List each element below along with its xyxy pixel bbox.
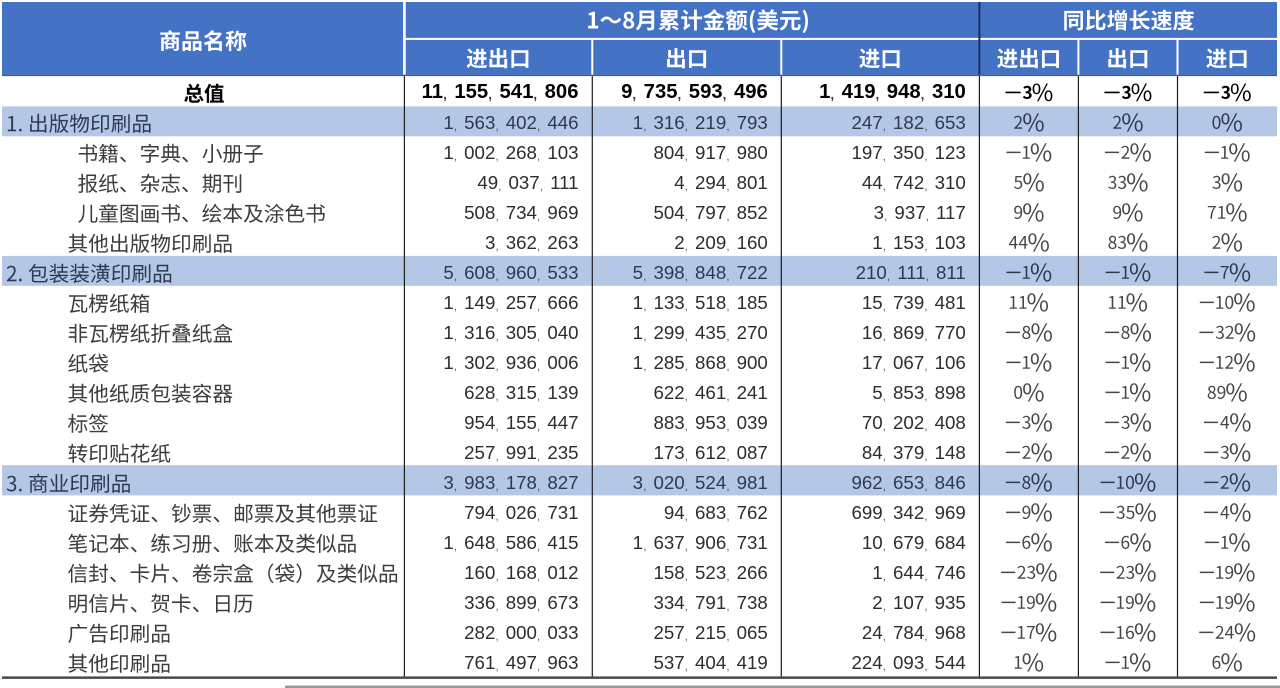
svg-text:5, 853, 898: 5, 853, 898 [872, 382, 966, 403]
svg-text:2, 209, 160: 2, 209, 160 [674, 232, 768, 253]
svg-text:224, 093, 544: 224, 093, 544 [851, 652, 965, 673]
svg-text:336, 899, 673: 336, 899, 673 [464, 592, 578, 613]
svg-text:628, 315, 139: 628, 315, 139 [464, 382, 578, 403]
svg-text:1, 285, 868, 900: 1, 285, 868, 900 [633, 352, 768, 373]
svg-text:3, 983, 178, 827: 3, 983, 178, 827 [443, 472, 578, 493]
svg-text:1, 563, 402, 446: 1, 563, 402, 446 [443, 112, 578, 133]
svg-text:1, 637, 906, 731: 1, 637, 906, 731 [633, 532, 768, 553]
svg-text:17, 067, 106: 17, 067, 106 [862, 352, 966, 373]
svg-text:9, 735, 593, 496: 9, 735, 593, 496 [621, 81, 768, 103]
svg-text:197, 350, 123: 197, 350, 123 [851, 142, 965, 163]
svg-text:1, 302, 936, 006: 1, 302, 936, 006 [443, 352, 578, 373]
svg-text:11, 155, 541, 806: 11, 155, 541, 806 [422, 81, 579, 103]
svg-text:334, 791, 738: 334, 791, 738 [653, 592, 767, 613]
svg-text:247, 182, 653: 247, 182, 653 [851, 112, 965, 133]
svg-text:2, 107, 935: 2, 107, 935 [872, 592, 966, 613]
svg-text:508, 734, 969: 508, 734, 969 [464, 202, 578, 223]
svg-text:1, 153, 103: 1, 153, 103 [872, 232, 966, 253]
svg-text:954, 155, 447: 954, 155, 447 [464, 412, 578, 433]
svg-text:70, 202, 408: 70, 202, 408 [862, 412, 966, 433]
svg-text:49, 037, 111: 49, 037, 111 [477, 172, 578, 193]
svg-text:1, 316, 219, 793: 1, 316, 219, 793 [633, 112, 768, 133]
svg-text:622, 461, 241: 622, 461, 241 [653, 382, 767, 403]
svg-text:3, 362, 263: 3, 362, 263 [485, 232, 579, 253]
svg-text:210, 111, 811: 210, 111, 811 [856, 262, 966, 283]
svg-text:1, 419, 948, 310: 1, 419, 948, 310 [819, 81, 966, 103]
svg-text:1, 644, 746: 1, 644, 746 [872, 562, 966, 583]
svg-text:160, 168, 012: 160, 168, 012 [464, 562, 578, 583]
svg-text:537, 404, 419: 537, 404, 419 [653, 652, 767, 673]
svg-text:44, 742, 310: 44, 742, 310 [862, 172, 966, 193]
svg-text:257, 991, 235: 257, 991, 235 [464, 442, 578, 463]
svg-text:3, 020, 524, 981: 3, 020, 524, 981 [633, 472, 768, 493]
svg-text:10, 679, 684: 10, 679, 684 [862, 532, 966, 553]
svg-text:15, 739, 481: 15, 739, 481 [862, 292, 966, 313]
svg-text:84, 379, 148: 84, 379, 148 [862, 442, 966, 463]
svg-text:1, 133, 518, 185: 1, 133, 518, 185 [633, 292, 768, 313]
svg-text:257, 215, 065: 257, 215, 065 [653, 622, 767, 643]
svg-text:504, 797, 852: 504, 797, 852 [653, 202, 767, 223]
svg-text:94, 683, 762: 94, 683, 762 [664, 502, 768, 523]
svg-text:1, 149, 257, 666: 1, 149, 257, 666 [443, 292, 578, 313]
svg-text:883, 953, 039: 883, 953, 039 [653, 412, 767, 433]
svg-text:761, 497, 963: 761, 497, 963 [464, 652, 578, 673]
svg-text:4, 294, 801: 4, 294, 801 [674, 172, 768, 193]
svg-text:1, 299, 435, 270: 1, 299, 435, 270 [633, 322, 768, 343]
svg-text:5, 398, 848, 722: 5, 398, 848, 722 [633, 262, 768, 283]
svg-text:1, 002, 268, 103: 1, 002, 268, 103 [443, 142, 578, 163]
svg-text:804, 917, 980: 804, 917, 980 [653, 142, 767, 163]
svg-text:158, 523, 266: 158, 523, 266 [653, 562, 767, 583]
svg-text:699, 342, 969: 699, 342, 969 [851, 502, 965, 523]
svg-text:1, 648, 586, 415: 1, 648, 586, 415 [443, 532, 578, 553]
svg-text:962, 653, 846: 962, 653, 846 [851, 472, 965, 493]
svg-text:173, 612, 087: 173, 612, 087 [653, 442, 767, 463]
svg-text:794, 026, 731: 794, 026, 731 [464, 502, 578, 523]
svg-text:3, 937, 117: 3, 937, 117 [874, 202, 966, 223]
svg-text:16, 869, 770: 16, 869, 770 [862, 322, 966, 343]
svg-text:1, 316, 305, 040: 1, 316, 305, 040 [443, 322, 578, 343]
svg-text:282, 000, 033: 282, 000, 033 [464, 622, 578, 643]
svg-text:24, 784, 968: 24, 784, 968 [862, 622, 966, 643]
svg-text:5, 608, 960, 533: 5, 608, 960, 533 [443, 262, 578, 283]
